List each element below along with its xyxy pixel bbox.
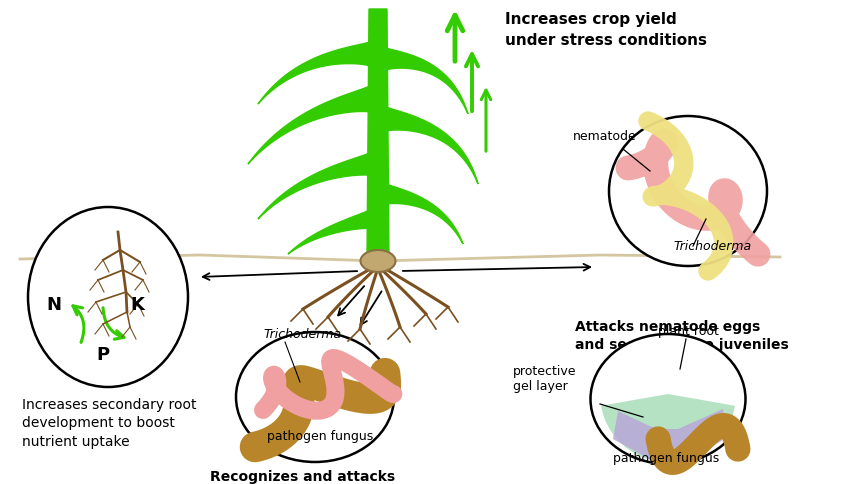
Ellipse shape: [28, 208, 188, 387]
Polygon shape: [383, 47, 468, 115]
Polygon shape: [382, 182, 463, 244]
Polygon shape: [258, 152, 375, 220]
Text: Increases crop yield
under stress conditions: Increases crop yield under stress condit…: [505, 12, 707, 48]
Ellipse shape: [236, 333, 394, 462]
Text: plant root: plant root: [658, 324, 719, 337]
Text: pathogen fungus: pathogen fungus: [267, 429, 373, 442]
Text: protective
gel layer: protective gel layer: [513, 364, 576, 392]
Polygon shape: [248, 85, 375, 165]
Polygon shape: [258, 41, 373, 105]
Text: P: P: [96, 345, 109, 363]
Text: K: K: [130, 295, 144, 313]
Text: Increases secondary root
development to boost
nutrient uptake: Increases secondary root development to …: [22, 397, 196, 448]
Text: N: N: [46, 295, 61, 313]
Text: nematode: nematode: [573, 130, 637, 143]
Ellipse shape: [360, 251, 395, 272]
Text: Recognizes and attacks
harmful plant pathogens: Recognizes and attacks harmful plant pat…: [210, 469, 405, 484]
Text: Trichoderma: Trichoderma: [263, 327, 341, 340]
Polygon shape: [613, 409, 728, 464]
Text: Attacks nematode eggs
and second-stage juveniles: Attacks nematode eggs and second-stage j…: [575, 319, 789, 352]
Wedge shape: [601, 394, 735, 462]
Polygon shape: [382, 106, 478, 184]
Text: Trichoderma: Trichoderma: [673, 240, 751, 253]
Text: pathogen fungus: pathogen fungus: [613, 451, 719, 464]
Polygon shape: [367, 10, 389, 259]
Ellipse shape: [609, 117, 767, 267]
Polygon shape: [288, 209, 375, 255]
Ellipse shape: [591, 334, 745, 464]
